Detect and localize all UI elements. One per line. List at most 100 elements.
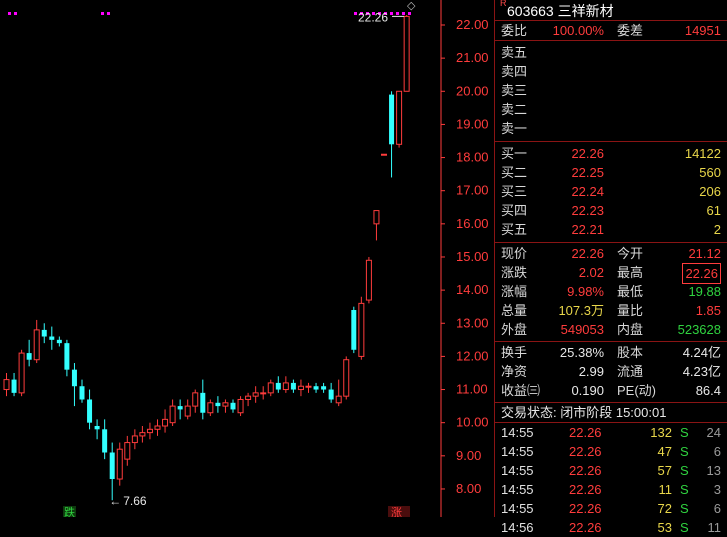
axis-tick-label: 9.00 <box>456 448 481 463</box>
candlestick[interactable] <box>313 382 319 393</box>
candlestick[interactable] <box>49 326 55 350</box>
candlestick[interactable] <box>87 389 93 430</box>
candlestick[interactable] <box>146 422 153 440</box>
candlestick[interactable] <box>335 379 342 407</box>
low-annotation: 7.66 <box>123 494 147 508</box>
candlestick[interactable] <box>207 399 214 417</box>
stat-label: 涨跌 <box>501 265 528 280</box>
tick-side: S <box>680 444 689 459</box>
candlestick[interactable] <box>215 396 221 413</box>
axis-tick-label: 14.00 <box>456 282 489 297</box>
candlestick[interactable] <box>33 319 40 364</box>
kline-svg[interactable]: 22.00 21.00 20.00 19.00 18.00 17.00 16.00 15.00… <box>0 0 494 517</box>
axis-tick-label: 15.00 <box>456 249 489 264</box>
buy-level-volume: 2 <box>713 222 721 237</box>
stat-value: 523628 <box>677 322 721 337</box>
candlestick[interactable] <box>365 256 372 304</box>
candlestick[interactable] <box>252 386 259 403</box>
candlestick[interactable] <box>297 379 304 397</box>
candlestick[interactable] <box>222 399 229 413</box>
candlestick[interactable] <box>290 379 296 393</box>
candlestick[interactable] <box>184 399 191 420</box>
candlestick[interactable] <box>389 91 395 178</box>
marker-dot <box>14 12 17 15</box>
axis-tick-label: 20.00 <box>456 83 489 98</box>
kline-chart[interactable]: 22.00 21.00 20.00 19.00 18.00 17.00 16.00 15.00… <box>0 0 494 517</box>
axis-tick-label: 19.00 <box>456 116 489 131</box>
candlestick[interactable] <box>41 323 47 344</box>
candlestick[interactable] <box>56 336 62 347</box>
candlestick[interactable] <box>124 435 131 466</box>
candlestick[interactable] <box>321 382 327 393</box>
candlestick[interactable] <box>282 376 289 393</box>
tick-count: 11 <box>707 520 722 535</box>
candlestick[interactable] <box>305 382 312 393</box>
diamond-icon: ◇ <box>407 0 416 12</box>
candlestick[interactable] <box>358 296 365 360</box>
buy-level-row: 买四 22.23 61 <box>495 201 727 220</box>
marker-dot <box>354 12 357 15</box>
stat-label: 收益㈢ <box>501 383 541 398</box>
candlestick[interactable] <box>200 379 206 420</box>
sell-level-label: 卖四 <box>501 64 528 79</box>
svg-text:跌: 跌 <box>64 505 75 517</box>
buy-orders: 买一 22.26 14122 买二 22.25 560 买三 22.24 206 买四 22.23 6… <box>495 142 727 243</box>
tick-list[interactable]: 14:55 22.26 132 S 24 14:55 22.26 47 S 6 14:55 22.26… <box>495 423 727 537</box>
tick-row: 14:56 22.26 53 S 11 <box>495 518 727 537</box>
candlestick[interactable] <box>328 382 334 403</box>
weicha-label: 委差 <box>617 23 644 38</box>
candlestick[interactable] <box>267 379 274 397</box>
candlestick[interactable] <box>177 399 183 420</box>
stock-symbol[interactable]: 603663 三祥新材 <box>507 3 614 19</box>
tick-row: 14:55 22.26 57 S 13 <box>495 461 727 480</box>
sell-orders: 卖五 卖四 卖三 卖二 卖一 <box>495 41 727 142</box>
candlestick[interactable] <box>116 442 123 486</box>
candlestick[interactable] <box>260 386 267 400</box>
trade-status-row: 交易状态: 闭市阶段 15:00:01 <box>495 403 727 423</box>
stat-value: 2.02 <box>578 265 604 280</box>
tick-price: 22.26 <box>569 425 602 440</box>
tick-row: 14:55 22.26 11 S 3 <box>495 480 727 499</box>
stat-value: 4.23亿 <box>682 364 721 379</box>
candlestick[interactable] <box>154 419 161 436</box>
marker-dot <box>8 12 11 15</box>
candlestick[interactable] <box>26 339 32 367</box>
candlestick[interactable] <box>11 372 17 397</box>
candlestick[interactable] <box>102 419 108 460</box>
candlestick[interactable] <box>18 349 25 397</box>
stat-label: 总量 <box>501 303 528 318</box>
candlestick[interactable] <box>192 389 199 413</box>
candlestick[interactable] <box>169 399 176 426</box>
tick-price: 22.26 <box>569 482 602 497</box>
candlestick[interactable] <box>131 429 138 450</box>
tick-side: S <box>680 425 689 440</box>
marker-dot <box>107 12 110 15</box>
candlestick[interactable] <box>71 363 77 407</box>
candlestick[interactable] <box>275 376 281 393</box>
marker-dot <box>384 12 387 15</box>
tick-volume: 72 <box>657 501 672 516</box>
stat-value: 549053 <box>560 322 604 337</box>
stat-label: 涨幅 <box>501 284 528 299</box>
candlestick[interactable] <box>343 356 350 400</box>
candlestick[interactable] <box>109 442 115 501</box>
candlestick[interactable] <box>373 210 380 241</box>
candlestick[interactable] <box>3 372 10 397</box>
quote-stats: 现价 22.26 今开 21.12 涨跌 2.02 最高 22.26 涨幅 9.98% 最低 19.8… <box>495 243 727 342</box>
sell-level-label: 卖二 <box>501 102 528 117</box>
candlestick[interactable] <box>162 409 169 433</box>
tick-row: 14:55 22.26 132 S 24 <box>495 423 727 442</box>
candlestick[interactable] <box>351 306 357 354</box>
candlestick[interactable] <box>139 425 146 443</box>
candlestick[interactable] <box>230 399 236 413</box>
candlestick[interactable] <box>79 379 85 403</box>
candlestick[interactable] <box>237 396 244 417</box>
candlestick[interactable] <box>245 392 252 407</box>
candlestick[interactable] <box>381 153 387 156</box>
tick-count: 13 <box>706 463 721 478</box>
candlestick[interactable] <box>94 419 100 440</box>
stat-label: 最低 <box>617 284 644 299</box>
candlestick[interactable] <box>396 90 403 148</box>
candlestick[interactable] <box>64 339 70 377</box>
candlestick[interactable] <box>403 15 410 92</box>
